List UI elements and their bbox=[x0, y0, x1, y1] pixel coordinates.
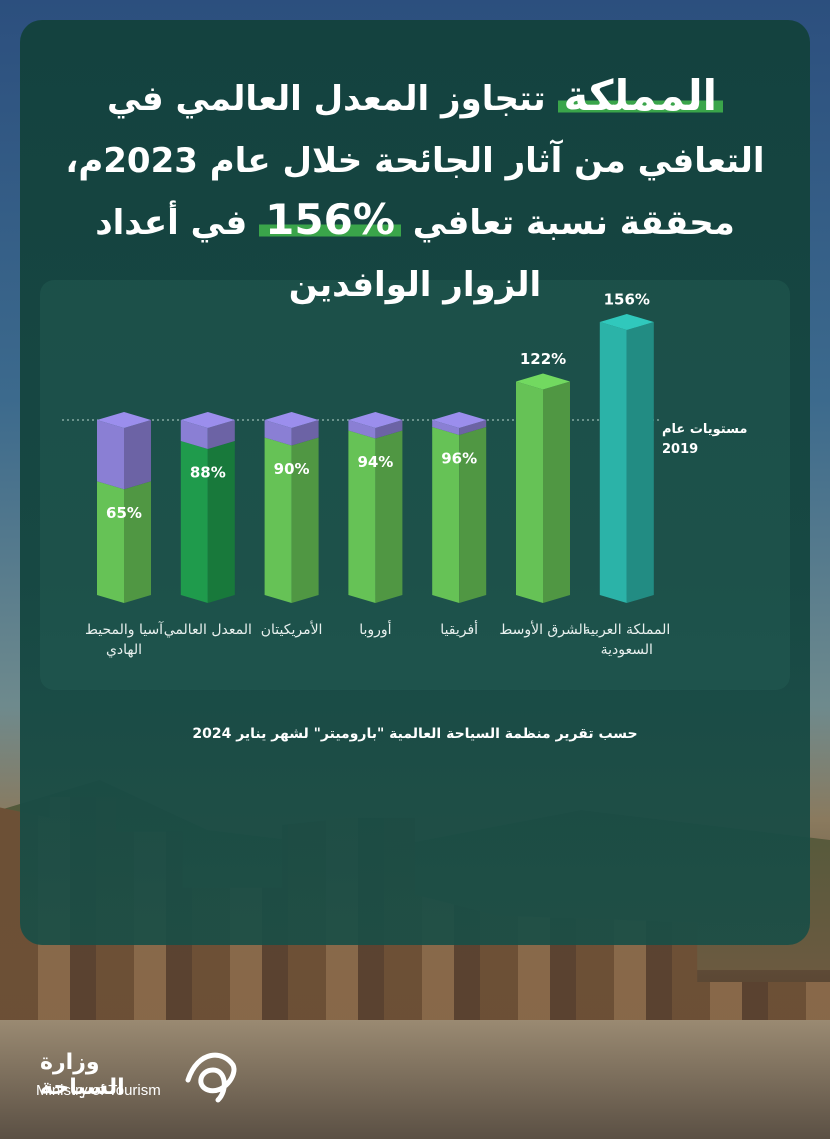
bar-top bbox=[432, 412, 487, 428]
background-ground bbox=[0, 1020, 830, 1139]
category-label: أفريقيا bbox=[440, 622, 479, 638]
logo-mark bbox=[185, 1052, 237, 1103]
bar-top bbox=[97, 412, 151, 428]
bar-gap bbox=[180, 420, 208, 449]
category-label: أوروبا bbox=[359, 622, 392, 638]
bar-gap bbox=[124, 420, 151, 490]
bar bbox=[599, 322, 627, 603]
bar bbox=[291, 437, 319, 603]
headline: المملكة تتجاوز المعدل العالمي في التعافي… bbox=[55, 68, 775, 316]
logo-english: Ministry of Tourism bbox=[36, 1082, 161, 1099]
headline-highlight: المملكة bbox=[557, 74, 724, 118]
bar bbox=[124, 481, 151, 603]
bar-gap bbox=[291, 420, 319, 446]
source-note: حسب تقرير منظمة السياحة العالمية "بارومي… bbox=[192, 726, 638, 742]
bar-top bbox=[180, 412, 235, 428]
bar-top bbox=[599, 314, 654, 330]
headline-highlight: 156% bbox=[259, 198, 401, 242]
value-label: 122% bbox=[520, 350, 566, 368]
bar bbox=[626, 322, 654, 603]
reference-label: مستويات عام 2019 bbox=[662, 422, 748, 457]
bar-gap bbox=[264, 420, 292, 446]
category-label: المملكة العربية السعودية bbox=[583, 622, 671, 658]
bar-top bbox=[516, 373, 570, 390]
value-label: 90% bbox=[274, 460, 310, 478]
bar-gap bbox=[348, 420, 376, 439]
value-label: 156% bbox=[604, 291, 650, 309]
bar-top bbox=[348, 412, 403, 428]
value-label: 65% bbox=[106, 504, 142, 522]
bar-gap bbox=[375, 420, 403, 439]
card bbox=[20, 20, 810, 945]
bar bbox=[264, 437, 292, 603]
chart-panel bbox=[40, 280, 790, 690]
bar bbox=[97, 481, 124, 603]
bar bbox=[348, 430, 376, 603]
bar-top bbox=[264, 412, 319, 428]
logo-arabic: وزارة السياحة bbox=[40, 1050, 125, 1100]
category-label: آسيا والمحيط الهادي bbox=[84, 622, 164, 658]
value-label: 94% bbox=[357, 453, 393, 471]
bar bbox=[207, 441, 235, 603]
bar bbox=[516, 381, 543, 603]
bar bbox=[459, 427, 487, 603]
bar bbox=[432, 427, 460, 603]
value-label: 88% bbox=[190, 464, 226, 482]
value-label: 96% bbox=[441, 450, 477, 468]
category-label: الأمريكيتان bbox=[260, 622, 323, 638]
bar-gap bbox=[207, 420, 235, 449]
bar-gap bbox=[459, 420, 487, 435]
bar bbox=[543, 381, 570, 603]
bar bbox=[375, 430, 403, 603]
category-label: المعدل العالمي bbox=[163, 622, 252, 638]
headline-text: تتجاوز المعدل العالمي في التعافي من آثار… bbox=[65, 79, 765, 243]
bar bbox=[180, 441, 208, 603]
category-label: الشرق الأوسط bbox=[499, 622, 587, 638]
headline-text: في أعداد الزوار الوافدين bbox=[95, 203, 542, 305]
bar-gap bbox=[432, 420, 460, 435]
bar-gap bbox=[97, 420, 124, 490]
